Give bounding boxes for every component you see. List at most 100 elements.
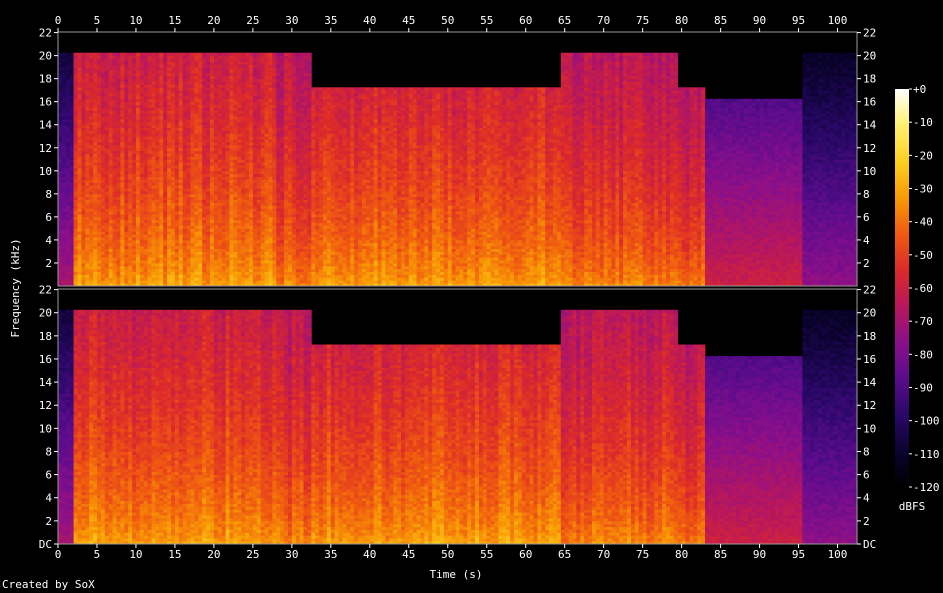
y-tick-label: 4 <box>45 492 52 505</box>
y-tick-label: 2 <box>863 257 870 270</box>
y-tick-label: 10 <box>863 422 876 435</box>
y-tick-label: 16 <box>863 353 876 366</box>
y-tick-label: 2 <box>863 515 870 528</box>
y-tick-label: 4 <box>863 492 870 505</box>
colorbar-tick-label: -20 <box>913 149 933 162</box>
y-tick-label: 12 <box>863 399 876 412</box>
y-tick-label: 10 <box>39 422 52 435</box>
y-tick-label: DC <box>39 538 52 551</box>
y-tick-label: 2 <box>45 515 52 528</box>
x-tick-label: 60 <box>519 14 532 27</box>
colorbar-label: dBFS <box>899 500 926 513</box>
x-tick-label: 15 <box>168 548 181 561</box>
colorbar-tick-label: -40 <box>913 216 933 229</box>
x-tick-label: 100 <box>828 548 848 561</box>
x-tick-label: 0 <box>55 548 62 561</box>
x-tick-label: 75 <box>636 548 649 561</box>
x-tick-label: 10 <box>129 14 142 27</box>
colorbar-tick-label: -30 <box>913 183 933 196</box>
x-tick-label: 85 <box>714 548 727 561</box>
x-tick-label: 50 <box>441 14 454 27</box>
x-tick-label: 70 <box>597 14 610 27</box>
colorbar-tick-label: -120 <box>913 481 940 494</box>
x-tick-label: 90 <box>753 14 766 27</box>
y-tick-label: DC <box>863 538 876 551</box>
y-tick-label: 14 <box>863 376 877 389</box>
y-tick-label: 20 <box>39 307 52 320</box>
x-tick-label: 20 <box>207 14 220 27</box>
colorbar-tick-label: -110 <box>913 448 940 461</box>
y-tick-label: 6 <box>45 469 52 482</box>
x-tick-label: 55 <box>480 14 493 27</box>
x-tick-label: 5 <box>94 14 101 27</box>
y-tick-label: 16 <box>39 96 52 109</box>
x-tick-label: 30 <box>285 548 298 561</box>
y-tick-label: 14 <box>39 376 53 389</box>
x-tick-label: 50 <box>441 548 454 561</box>
colorbar-tick-label: -70 <box>913 315 933 328</box>
x-tick-label: 55 <box>480 548 493 561</box>
y-tick-label: 18 <box>863 330 876 343</box>
colorbar-tick-label: -80 <box>913 348 933 361</box>
x-tick-label: 5 <box>94 548 101 561</box>
y-tick-label: 6 <box>863 469 870 482</box>
x-tick-label: 40 <box>363 548 376 561</box>
x-tick-label: 30 <box>285 14 298 27</box>
channel-1-spectrogram <box>58 32 858 287</box>
y-tick-label: 12 <box>39 399 52 412</box>
y-tick-label: 8 <box>863 445 870 458</box>
colorbar-tick-label: -90 <box>913 382 933 395</box>
y-tick-label: 10 <box>39 165 52 178</box>
colorbar-tick-label: -60 <box>913 282 933 295</box>
x-tick-label: 70 <box>597 548 610 561</box>
x-tick-label: 65 <box>558 548 571 561</box>
y-tick-label: 22 <box>39 284 52 297</box>
x-tick-label: 20 <box>207 548 220 561</box>
plot-frame <box>57 288 858 545</box>
x-tick-label: 25 <box>246 548 259 561</box>
x-tick-label: 40 <box>363 14 376 27</box>
y-tick-label: 4 <box>45 234 52 247</box>
x-tick-label: 95 <box>792 14 805 27</box>
x-tick-label: 80 <box>675 548 688 561</box>
x-tick-label: 60 <box>519 548 532 561</box>
x-tick-label: 35 <box>324 14 337 27</box>
y-tick-label: 20 <box>39 50 52 63</box>
colorbar-tick-label: -100 <box>913 415 940 428</box>
x-tick-label: 10 <box>129 548 142 561</box>
y-tick-label: 14 <box>39 119 53 132</box>
x-tick-label: 65 <box>558 14 571 27</box>
x-axis-label: Time (s) <box>430 568 483 581</box>
y-tick-label: 18 <box>863 73 876 86</box>
x-tick-label: 35 <box>324 548 337 561</box>
y-tick-label: 8 <box>45 445 52 458</box>
x-tick-label: 100 <box>828 14 848 27</box>
y-tick-label: 20 <box>863 50 876 63</box>
channel-2-spectrogram <box>58 289 858 545</box>
y-tick-label: 8 <box>45 188 52 201</box>
x-tick-label: 80 <box>675 14 688 27</box>
y-axis-label: Frequency (kHz) <box>9 238 22 337</box>
y-tick-label: 22 <box>39 27 52 40</box>
x-tick-label: 45 <box>402 14 415 27</box>
y-tick-label: 10 <box>863 165 876 178</box>
colorbar-tick-label: -10 <box>913 116 933 129</box>
colorbar <box>895 89 909 487</box>
colorbar-tick-label: -50 <box>913 249 933 262</box>
y-tick-label: 16 <box>863 96 876 109</box>
x-tick-label: 45 <box>402 548 415 561</box>
x-tick-label: 25 <box>246 14 259 27</box>
y-tick-label: 18 <box>39 330 52 343</box>
y-tick-label: 16 <box>39 353 52 366</box>
plot-frame <box>57 31 858 287</box>
y-tick-label: 22 <box>863 27 876 40</box>
y-tick-label: 20 <box>863 307 876 320</box>
credit-text: Created by SoX <box>2 578 95 591</box>
x-tick-label: 15 <box>168 14 181 27</box>
y-tick-label: 6 <box>45 211 52 224</box>
x-tick-label: 85 <box>714 14 727 27</box>
x-tick-label: 0 <box>55 14 62 27</box>
y-tick-label: 2 <box>45 257 52 270</box>
y-tick-label: 18 <box>39 73 52 86</box>
